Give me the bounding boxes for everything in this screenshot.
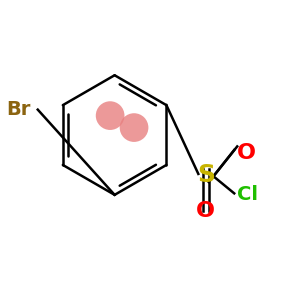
Text: O: O (196, 201, 215, 221)
Text: Cl: Cl (237, 185, 258, 204)
Text: O: O (237, 143, 256, 163)
Text: S: S (197, 164, 215, 188)
Text: Br: Br (6, 100, 30, 119)
Circle shape (120, 113, 148, 142)
Circle shape (96, 101, 124, 130)
